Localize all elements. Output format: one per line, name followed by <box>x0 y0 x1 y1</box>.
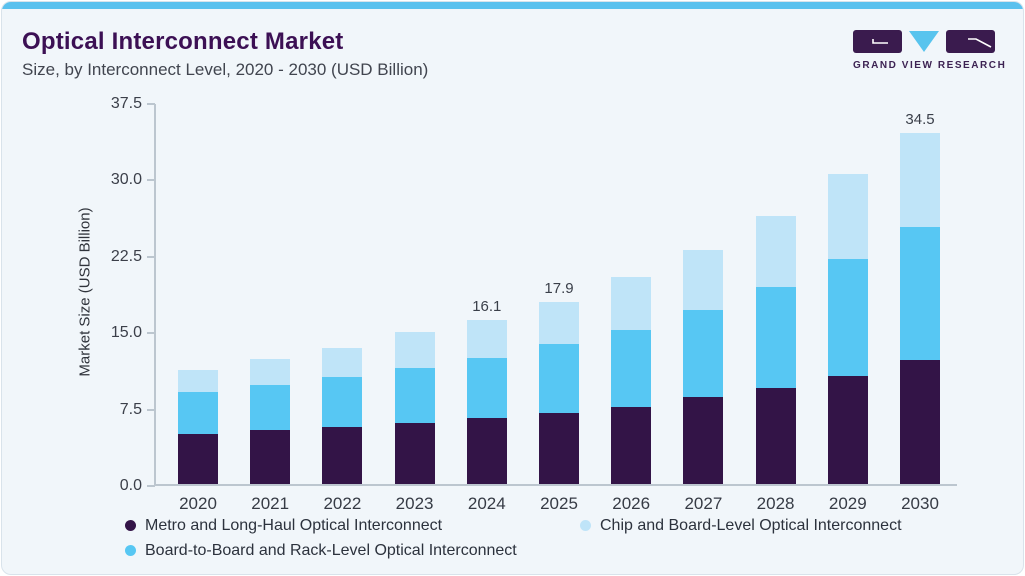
logo-v-icon <box>909 31 939 52</box>
y-tick-label: 22.5 <box>110 247 142 265</box>
legend-item: Board-to-Board and Rack-Level Optical In… <box>125 542 580 560</box>
y-tick <box>147 255 155 258</box>
bar-segment <box>322 347 363 378</box>
bar-segment <box>755 388 796 484</box>
legend-item: Metro and Long-Haul Optical Interconnect <box>125 517 580 535</box>
x-tick-label: 2028 <box>756 494 795 513</box>
chart-subtitle: Size, by Interconnect Level, 2020 - 2030… <box>22 60 429 79</box>
bar-segment <box>394 367 435 423</box>
bar-segment <box>250 430 291 484</box>
bar-segment <box>683 397 724 484</box>
bar-segment <box>394 422 435 484</box>
y-tick-label: 37.5 <box>110 95 142 112</box>
bar-segment <box>683 309 724 398</box>
bar-segment <box>539 412 579 484</box>
bar-segment <box>611 406 652 484</box>
logo-r-icon <box>946 30 995 53</box>
bar-segment <box>322 377 363 427</box>
top-accent-bar <box>2 2 1023 9</box>
legend-label: Chip and Board-Level Optical Interconnec… <box>600 516 902 534</box>
legend-item: Chip and Board-Level Optical Interconnec… <box>580 517 902 535</box>
legend-label: Board-to-Board and Rack-Level Optical In… <box>145 541 517 559</box>
y-tick-label: 0.0 <box>119 477 142 494</box>
bar-segment <box>322 426 363 484</box>
x-tick-label: 2022 <box>323 494 362 513</box>
x-tick-label: 2026 <box>612 494 651 513</box>
logo-text: GRAND VIEW RESEARCH <box>853 60 1007 71</box>
x-tick-label: 2027 <box>684 494 723 513</box>
bar-total-label: 16.1 <box>472 297 502 315</box>
bar-segment <box>539 301 579 345</box>
logo-g-icon <box>853 30 902 53</box>
x-tick-label: 2023 <box>395 494 434 513</box>
grand-view-research-logo: GRAND VIEW RESEARCH <box>853 30 1007 71</box>
legend-row: Board-to-Board and Rack-Level Optical In… <box>125 538 902 563</box>
bar-segment <box>611 277 652 331</box>
legend: Metro and Long-Haul Optical Interconnect… <box>125 513 902 563</box>
chart-header: Optical Interconnect Market Size, by Int… <box>22 28 428 80</box>
page-title: Optical Interconnect Market <box>22 28 344 55</box>
bar-segment <box>178 392 218 435</box>
bar-total-label: 17.9 <box>544 279 574 297</box>
x-tick-label: 2030 <box>901 494 939 513</box>
legend-dot-icon <box>580 520 591 531</box>
bar-segment <box>466 417 507 484</box>
legend-dot-icon <box>125 520 136 531</box>
logo-marks <box>853 30 995 54</box>
y-tick <box>147 179 155 182</box>
bar-segment <box>178 369 218 393</box>
y-tick-label: 15.0 <box>110 324 142 342</box>
y-tick <box>147 103 155 105</box>
legend-dot-icon <box>125 545 136 556</box>
legend-label: Metro and Long-Haul Optical Interconnect <box>145 516 443 534</box>
bar-segment <box>250 358 291 386</box>
bar-segment <box>900 227 940 360</box>
y-tick-label: 30.0 <box>110 171 142 189</box>
x-tick-label: 2029 <box>828 494 867 513</box>
bar-segment <box>466 320 507 358</box>
bar-segment <box>900 359 940 484</box>
bar-segment <box>827 258 868 377</box>
bar-segment <box>466 357 507 418</box>
x-tick-label: 2025 <box>540 494 578 513</box>
bar-segment <box>900 132 940 228</box>
y-axis-title: Market Size (USD Billion) <box>76 207 94 377</box>
y-tick <box>147 485 155 487</box>
bar-segment <box>611 330 652 407</box>
bar-segment <box>827 174 868 259</box>
bar-segment <box>178 434 218 484</box>
y-tick-label: 7.5 <box>119 400 142 418</box>
bar-segment <box>539 344 579 413</box>
bar-segment <box>755 216 796 288</box>
bar-segment <box>250 385 291 431</box>
y-tick <box>147 408 155 411</box>
bar-segment <box>683 249 724 310</box>
x-tick-label: 2024 <box>467 494 506 513</box>
legend-row: Metro and Long-Haul Optical Interconnect… <box>125 513 902 538</box>
x-tick-label: 2020 <box>179 494 217 513</box>
x-tick-label: 2021 <box>251 494 290 513</box>
bar-segment <box>755 287 796 389</box>
bar-total-label: 34.5 <box>905 110 935 128</box>
bar-segment <box>827 376 868 484</box>
y-tick <box>147 332 155 335</box>
plot-area: 0.0 7.5 15.0 22.5 30.0 37.5 2020 2021 2022 2023 16… <box>111 95 957 513</box>
bar-segment <box>394 332 435 368</box>
